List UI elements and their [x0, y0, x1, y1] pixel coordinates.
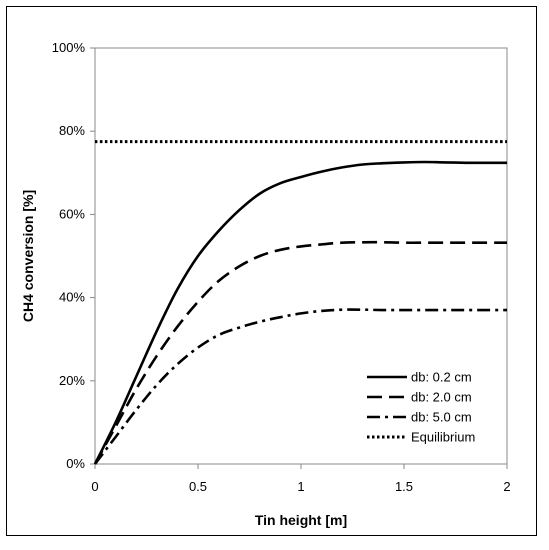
- y-tick-label: 60%: [59, 206, 85, 221]
- series-line-1: [93, 160, 507, 465]
- x-tick-label: 1.5: [395, 479, 413, 494]
- x-axis-label: Tin height [m]: [255, 512, 347, 528]
- y-tick-label: 40%: [59, 290, 85, 305]
- legend-label-1: db: 0.2 cm: [411, 370, 472, 385]
- y-axis-label: CH4 conversion [%]: [20, 190, 36, 322]
- x-tick-label: 0: [91, 479, 98, 494]
- legend-label-4: Equilibrium: [411, 430, 475, 445]
- series-line-2: [93, 240, 507, 465]
- x-tick-label: 2: [503, 479, 510, 494]
- y-tick-label: 20%: [59, 373, 85, 388]
- legend: db: 0.2 cm db: 2.0 cm db: 5.0 cm Equilibriu…: [367, 370, 475, 445]
- legend-label-3: db: 5.0 cm: [411, 410, 472, 425]
- series-line-3: [93, 308, 507, 465]
- legend-label-2: db: 2.0 cm: [411, 390, 472, 405]
- y-tick-label: 80%: [59, 123, 85, 138]
- y-tick-label: 100%: [52, 40, 86, 55]
- x-tick-label: 1: [297, 479, 304, 494]
- x-tick-label: 0.5: [189, 479, 207, 494]
- chart-frame: [6, 6, 537, 536]
- y-tick-label: 0%: [66, 456, 85, 471]
